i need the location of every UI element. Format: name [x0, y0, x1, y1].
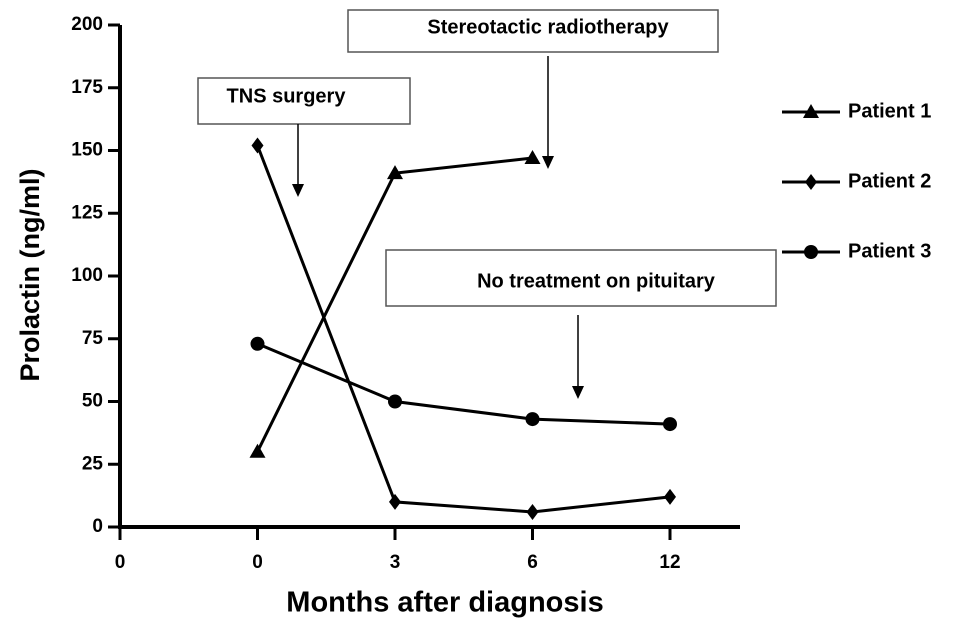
legend-label: Patient 1 [848, 100, 931, 122]
legend-label: Patient 2 [848, 170, 931, 192]
x-tick-label: 12 [659, 552, 680, 573]
y-tick-label: 25 [82, 453, 104, 474]
arrow-head [292, 184, 304, 197]
annotation-box [347, 9, 719, 53]
y-tick-label: 200 [71, 14, 103, 35]
marker [250, 336, 265, 351]
annotation: No treatment on pituitary [477, 270, 716, 292]
y-tick-label: 175 [71, 77, 103, 98]
marker [803, 104, 819, 118]
y-tick-label: 75 [82, 328, 104, 349]
annotation: Stereotactic radiotherapy [427, 16, 669, 38]
series-line [256, 342, 671, 426]
arrow-head [542, 156, 554, 169]
x-tick-label: 0 [115, 552, 126, 573]
marker [388, 394, 402, 409]
marker [387, 165, 403, 180]
y-tick-label: 100 [71, 265, 103, 286]
x-tick-label: 0 [252, 552, 263, 573]
marker [525, 412, 540, 427]
y-tick-label: 150 [71, 140, 103, 161]
annotation-box [385, 249, 777, 307]
y-tick-label: 0 [92, 516, 103, 537]
annotation: TNS surgery [227, 85, 347, 107]
y-axis-label: Prolactin (ng/ml) [15, 168, 45, 381]
annotation-arrows [292, 56, 584, 399]
marker [664, 488, 676, 505]
x-tick-label: 6 [527, 552, 538, 573]
arrow-head [572, 386, 584, 399]
y-tick-label: 50 [82, 391, 103, 412]
marker [804, 245, 818, 259]
marker [526, 503, 539, 520]
legend-label: Patient 3 [848, 240, 931, 262]
x-tick-label: 3 [390, 552, 401, 573]
marker [663, 417, 677, 432]
marker [389, 493, 401, 510]
annotation-boxes [197, 9, 777, 307]
marker [805, 174, 817, 190]
y-tick-label: 125 [71, 202, 103, 223]
marker [524, 150, 541, 165]
annotation-box [197, 77, 411, 125]
marker [251, 137, 264, 154]
series-line [256, 144, 671, 514]
x-axis-label: Months after diagnosis [286, 587, 603, 619]
marker [249, 443, 266, 458]
